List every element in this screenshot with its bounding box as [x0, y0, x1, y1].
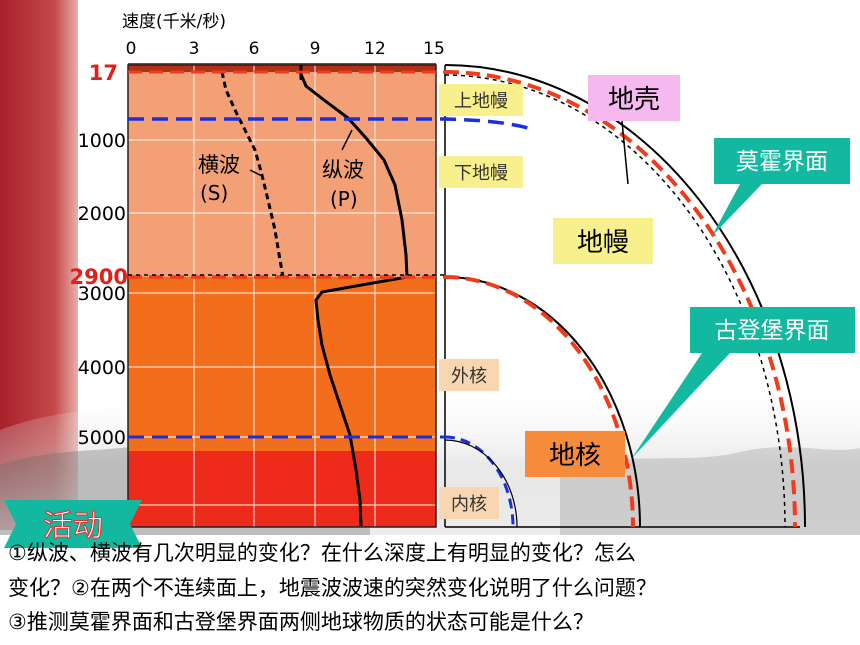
lower-mantle-box: [439, 156, 523, 188]
lower-mantle-label: 下地幔: [454, 163, 508, 184]
speed-tick: 6: [249, 39, 260, 59]
depth-2900-label: 2900: [70, 265, 128, 289]
upper-lower-mantle-line: [128, 117, 529, 130]
s-wave-curve: [220, 71, 285, 278]
s-wave-name: 横波: [198, 153, 240, 177]
core-label: 地核: [549, 441, 601, 471]
inner-core-arc-black: [444, 439, 518, 528]
crust-box: [588, 75, 680, 121]
activity-label: 活动: [43, 509, 103, 544]
core-box: [525, 431, 625, 477]
depth-axis-ticks: 1000 2000 3000 4000 5000: [78, 130, 126, 449]
gutenberg-callout-label: 古登堡界面: [715, 318, 830, 344]
inner-core-arc: [444, 435, 515, 528]
outer-core-box: [439, 359, 499, 391]
moho-callout: [712, 138, 850, 236]
speed-axis-ticks: 0 3 6 9 12 15: [126, 39, 445, 59]
speed-tick: 3: [189, 39, 200, 59]
question-line-1: ①纵波、横波有几次明显的变化？在什么深度上有明显的变化？怎么: [8, 541, 636, 565]
outer-core-column: [128, 277, 436, 451]
speed-tick: 0: [126, 39, 137, 59]
question-line-3: ③推测莫霍界面和古登堡界面两侧地球物质的状态可能是什么？: [8, 610, 594, 634]
gutenberg-arc: [444, 275, 635, 528]
speed-tick: 9: [310, 39, 321, 59]
p-wave-code: (P): [330, 187, 358, 211]
inner-core-column: [128, 451, 436, 527]
speed-tick: 15: [423, 39, 445, 59]
depth-tick: 2000: [78, 203, 126, 225]
s-wave-pointer: [249, 169, 263, 177]
depth-tick: 1000: [78, 130, 126, 152]
crust-pointer: [621, 120, 629, 185]
speed-tick: 12: [364, 39, 386, 59]
inner-core-box: [439, 487, 499, 519]
moho-arc: [444, 70, 797, 528]
upper-mantle-label: 上地幔: [454, 91, 508, 112]
question-line-2: 变化？②在两个不连续面上，地震波波速的突然变化说明了什么问题？: [8, 576, 657, 600]
p-wave-curve: [298, 71, 409, 527]
depth-tick: 5000: [78, 427, 126, 449]
outer-core-label: 外核: [451, 366, 487, 387]
p-wave-name: 纵波: [322, 158, 364, 182]
depth-tick: 4000: [78, 357, 126, 379]
activity-badge: [4, 500, 142, 548]
moho-callout-label: 莫霍界面: [736, 149, 828, 175]
inner-mantle-arc: [444, 74, 786, 528]
mantle-box: [553, 218, 653, 264]
gutenberg-callout: [632, 307, 855, 458]
chart-frame: [127, 64, 437, 528]
surface-arc: [444, 64, 806, 528]
upper-mantle-box: [439, 84, 523, 116]
inner-core-label: 内核: [451, 494, 487, 515]
s-wave-code: (S): [200, 181, 228, 205]
grid: [128, 65, 436, 527]
p-wave-pointer: [341, 129, 353, 151]
crust-label: 地壳: [608, 85, 660, 115]
crust-strip: [128, 63, 436, 72]
mantle-label: 地幔: [577, 228, 629, 258]
speed-axis-label: 速度(千米/秒): [122, 12, 226, 32]
mantle-column: [128, 65, 436, 277]
depth-17-label: 17: [89, 61, 118, 85]
depth-tick: 3000: [78, 283, 126, 305]
